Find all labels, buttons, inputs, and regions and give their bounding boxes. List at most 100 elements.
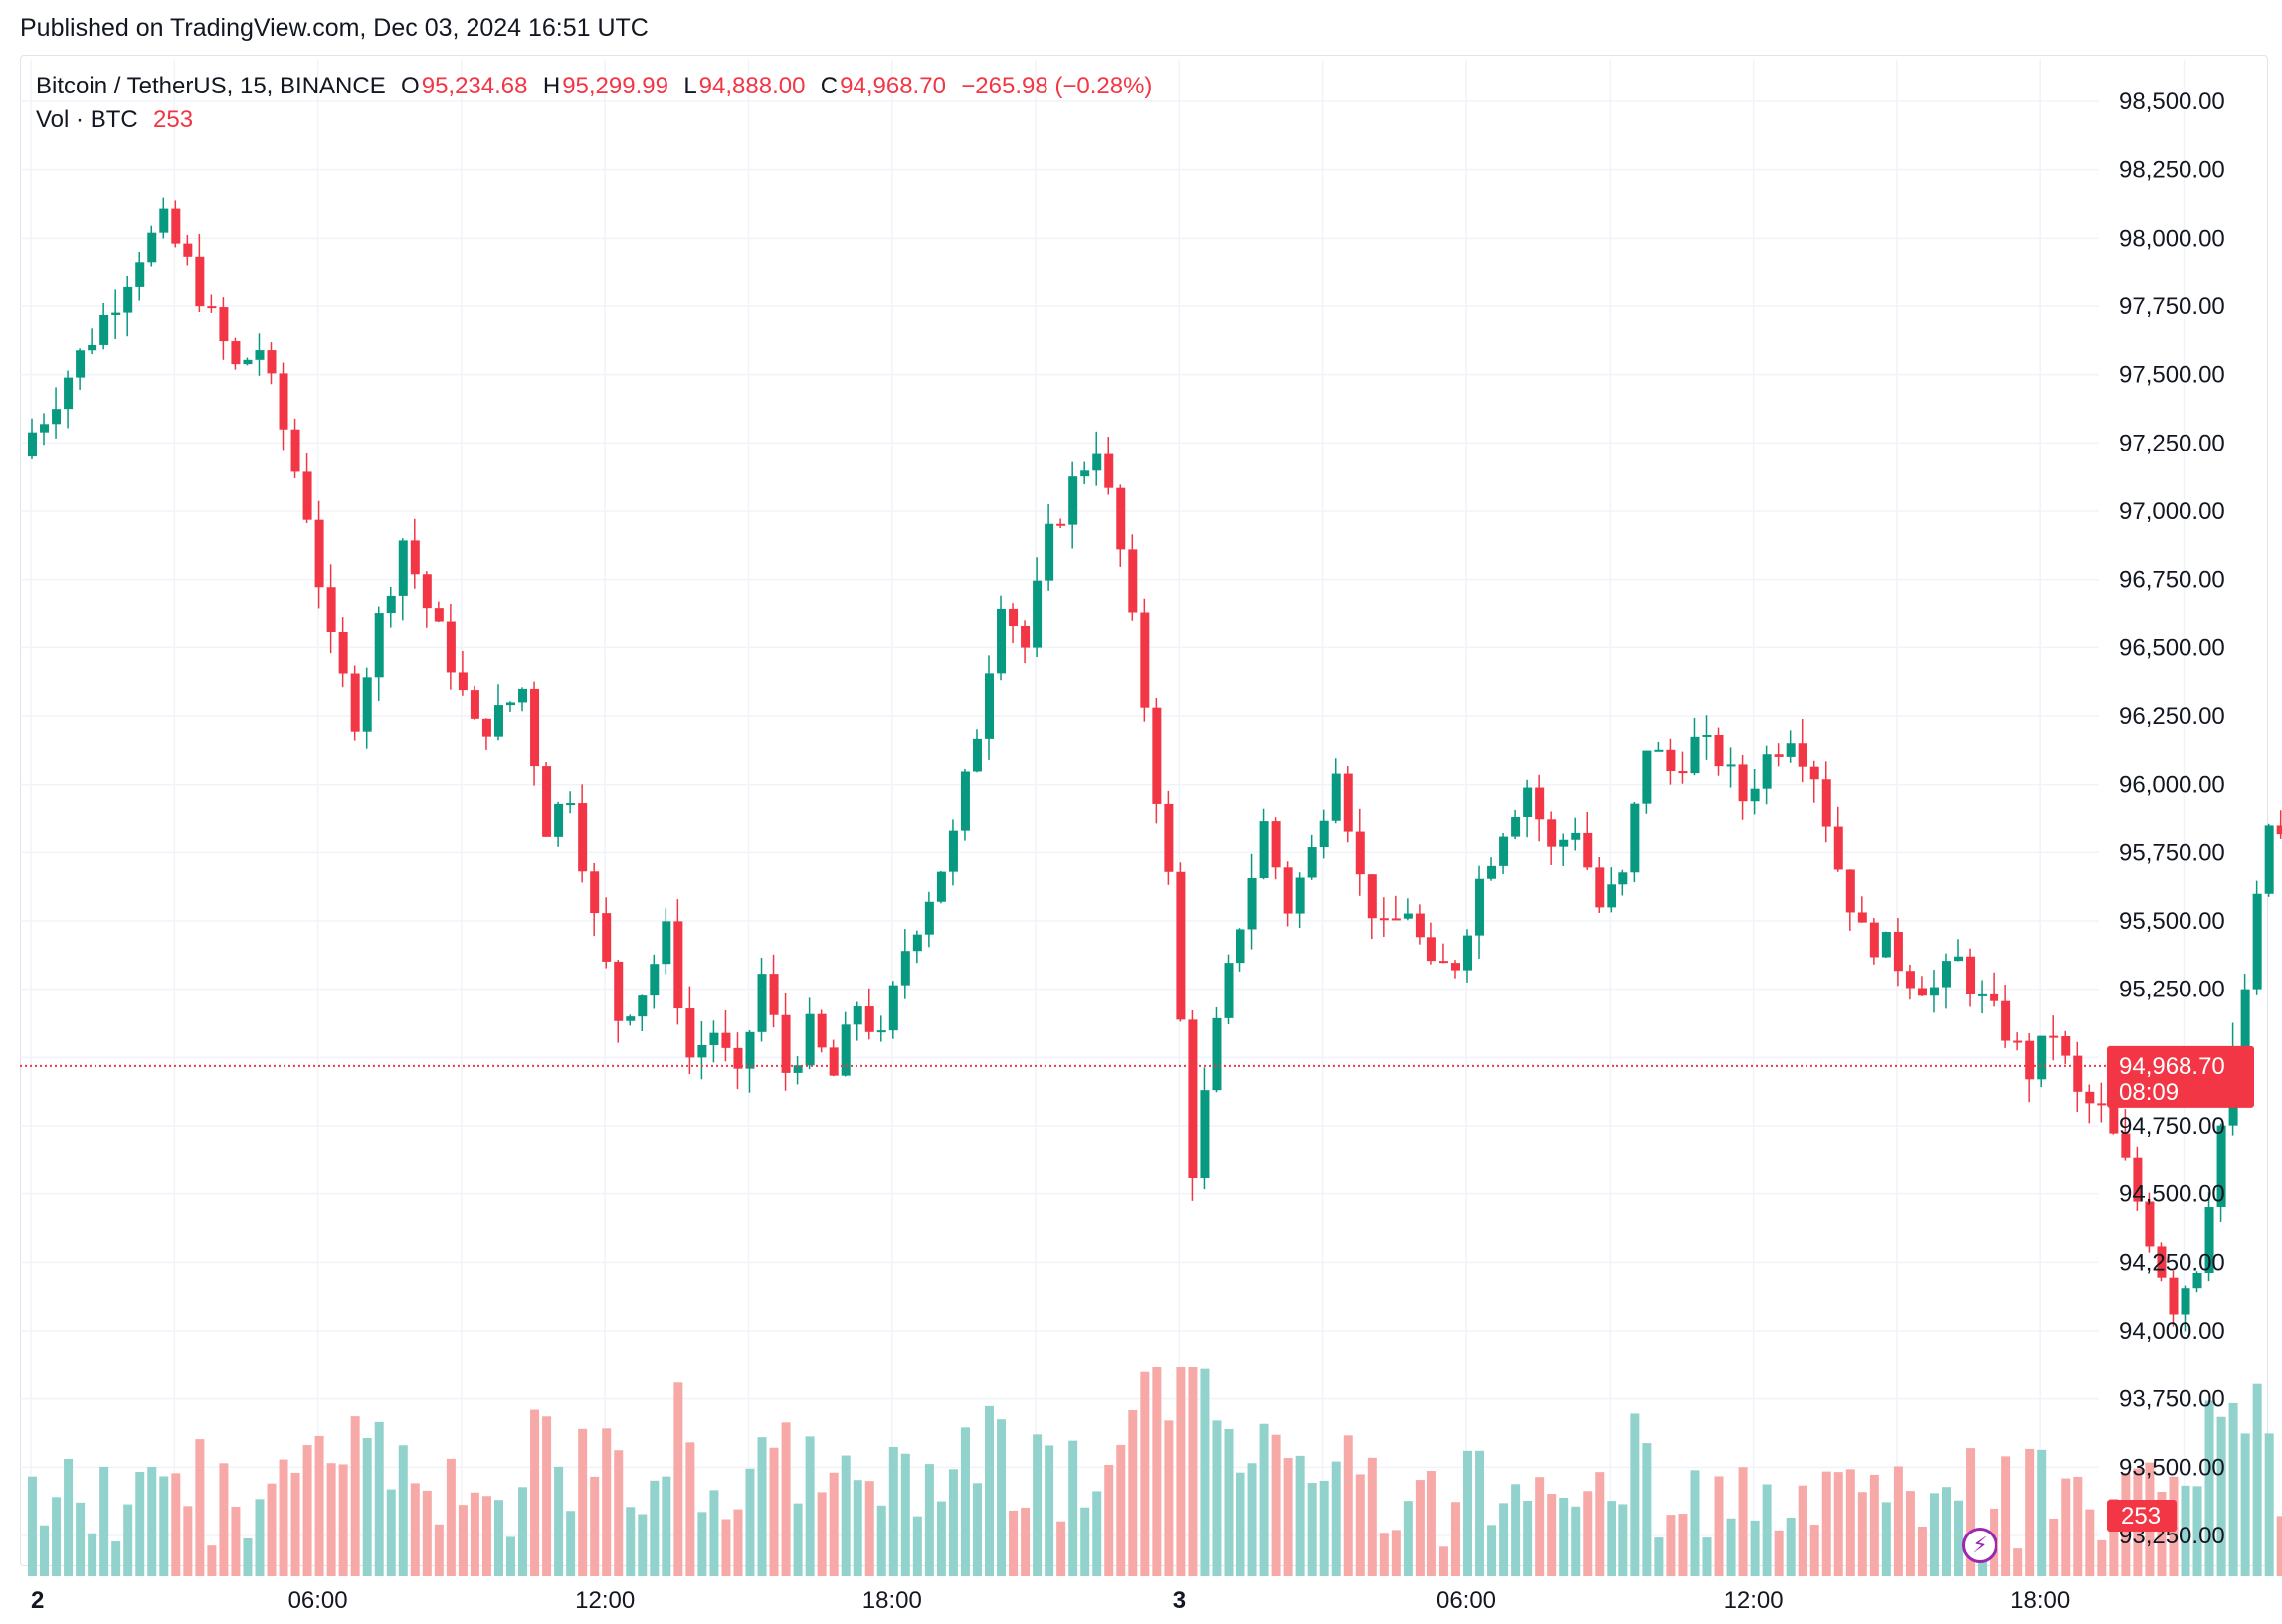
lightning-icon[interactable]: ⚡ xyxy=(1962,1528,1997,1563)
volume-bar xyxy=(446,1458,456,1576)
volume-bar xyxy=(326,1463,336,1576)
candle-body xyxy=(338,632,348,674)
volume-bar xyxy=(1212,1420,1222,1576)
candle-body xyxy=(960,771,970,831)
volume-bar xyxy=(219,1463,229,1576)
volume-bar xyxy=(1033,1434,1043,1576)
price-tick-label: 98,250.00 xyxy=(2119,157,2225,184)
volume-bar xyxy=(1438,1546,1448,1576)
candle-body xyxy=(1845,869,1855,913)
volume-bar xyxy=(1343,1435,1353,1576)
volume-bar xyxy=(1583,1491,1593,1576)
candle-body xyxy=(1295,877,1305,914)
price-tick-label: 98,500.00 xyxy=(2119,89,2225,115)
candle-body xyxy=(2049,1035,2059,1038)
symbol-name[interactable]: Bitcoin / TetherUS, 15, BINANCE xyxy=(36,73,386,99)
volume-bar xyxy=(805,1436,815,1576)
volume-bar xyxy=(2001,1456,2011,1576)
candle-body xyxy=(1869,922,1879,958)
volume-bar xyxy=(1403,1501,1413,1576)
candle-body xyxy=(493,705,503,737)
volume-bar xyxy=(2085,1509,2095,1576)
candle-body xyxy=(1056,523,1066,526)
volume-bar xyxy=(1702,1537,1712,1576)
candle-body xyxy=(888,985,898,1031)
candle-body xyxy=(2013,1040,2023,1043)
volume-bar xyxy=(1774,1530,1784,1576)
candle-body xyxy=(1929,987,1939,996)
candle-body xyxy=(662,921,671,965)
volume-bar xyxy=(2192,1486,2202,1576)
volume-bar xyxy=(936,1501,946,1576)
price-tick-label: 97,500.00 xyxy=(2119,362,2225,389)
candle-body xyxy=(1391,918,1401,921)
candle-body xyxy=(853,1006,862,1025)
volume-bar xyxy=(1307,1483,1317,1576)
candle-body xyxy=(1942,961,1951,988)
volume-bars xyxy=(28,1367,2282,1576)
candle-body xyxy=(302,471,312,520)
volume-bar xyxy=(470,1492,479,1576)
volume-bar xyxy=(1499,1503,1509,1576)
volume-bar xyxy=(1450,1502,1460,1576)
time-tick-label: 06:00 xyxy=(288,1587,348,1614)
candle-body xyxy=(985,673,994,739)
candle-body xyxy=(936,871,946,902)
volume-bar xyxy=(924,1464,934,1576)
candle-body xyxy=(1642,750,1652,804)
volume-bar xyxy=(1714,1476,1724,1576)
low-label: L xyxy=(683,73,697,99)
candle-body xyxy=(673,921,683,1009)
candle-body xyxy=(207,306,217,309)
volume-bar xyxy=(1678,1514,1688,1576)
time-tick-label: 3 xyxy=(1173,1587,1186,1614)
volume-bar xyxy=(1845,1469,1855,1576)
candle-body xyxy=(2109,1104,2119,1134)
price-tick-label: 96,750.00 xyxy=(2119,567,2225,594)
candle-body xyxy=(829,1047,839,1076)
volume-bar xyxy=(985,1405,994,1576)
candle-body xyxy=(1917,988,1927,996)
candle-body xyxy=(314,519,324,588)
close-label: C xyxy=(820,73,839,99)
candle-body xyxy=(1463,935,1472,971)
volume-bar xyxy=(2109,1499,2119,1576)
price-tick-label: 97,250.00 xyxy=(2119,430,2225,456)
candle-body xyxy=(2121,1133,2131,1158)
volume-bar xyxy=(1152,1367,1162,1576)
price-tick-label: 95,750.00 xyxy=(2119,839,2225,866)
time-tick-label: 06:00 xyxy=(1436,1587,1496,1614)
candle-body xyxy=(1666,749,1676,772)
candle-body xyxy=(614,961,624,1021)
volume-bar xyxy=(566,1511,576,1576)
volume-bar xyxy=(1283,1458,1293,1576)
volume-bar xyxy=(793,1503,803,1576)
volume-bar xyxy=(2216,1416,2226,1576)
volume-bar xyxy=(255,1499,265,1576)
candle-body xyxy=(1247,877,1257,930)
volume-bar xyxy=(1295,1455,1305,1576)
volume-bar xyxy=(542,1416,552,1576)
price-tick-label: 93,500.00 xyxy=(2119,1454,2225,1481)
candle-body xyxy=(40,424,50,433)
candle-body xyxy=(1104,453,1114,488)
candle-body xyxy=(566,803,576,806)
volume-bar xyxy=(290,1472,300,1576)
time-tick-label: 18:00 xyxy=(862,1587,922,1614)
price-tick-label: 97,000.00 xyxy=(2119,498,2225,525)
candle-body xyxy=(1259,821,1269,878)
candle-body xyxy=(1415,913,1425,938)
candle-body xyxy=(638,995,648,1017)
volume-bar xyxy=(183,1506,193,1576)
volume-label[interactable]: Vol · BTC xyxy=(36,106,138,133)
volume-bar xyxy=(1092,1491,1102,1576)
candle-body xyxy=(1750,788,1760,802)
volume-bar xyxy=(398,1445,408,1576)
candle-body xyxy=(171,208,181,244)
candle-body xyxy=(1487,865,1497,879)
candle-body xyxy=(769,974,779,1015)
candle-body xyxy=(948,830,958,872)
volume-bar xyxy=(410,1483,420,1576)
